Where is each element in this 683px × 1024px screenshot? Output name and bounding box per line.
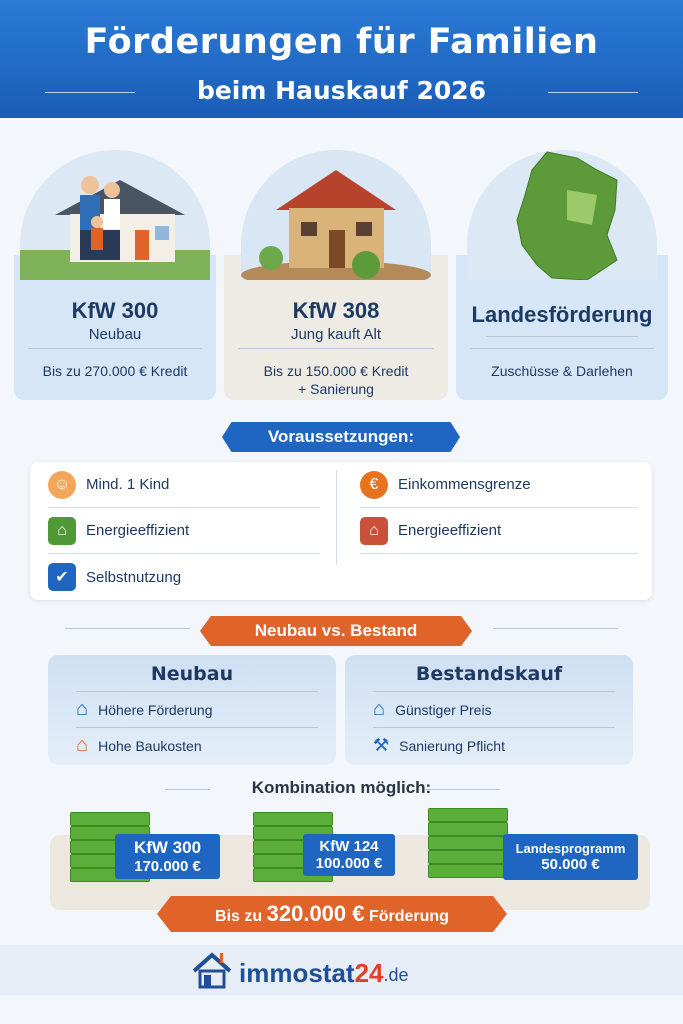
combination-item: KfW 300 170.000 €	[115, 834, 220, 879]
item-name: KfW 124	[319, 838, 379, 855]
total-amount: 320.000 €	[266, 901, 365, 926]
header: Förderungen für Familien beim Hauskauf 2…	[0, 0, 683, 118]
house-check-icon: ⌂	[360, 516, 388, 545]
requirement-label: Energieeffizient	[398, 522, 502, 539]
bestand-title: Bestandskauf	[415, 663, 563, 685]
requirement-label: Einkommensgrenze	[398, 476, 531, 493]
requirement-item: € Einkommensgrenze	[360, 462, 638, 508]
family-house-illustration	[20, 150, 210, 280]
combination-item: Landesprogramm 50.000 €	[503, 834, 638, 880]
divider	[165, 789, 210, 790]
total-prefix: Bis zu	[215, 908, 263, 925]
divider	[28, 348, 202, 349]
item-amount: 170.000 €	[134, 858, 201, 875]
comparison-banner: Neubau vs. Bestand	[200, 616, 472, 646]
house-logo-icon	[192, 952, 232, 989]
item-name: KfW 300	[133, 838, 202, 857]
neubau-title: Neubau	[150, 663, 234, 685]
program-detail: Zuschüsse & Darlehen	[491, 363, 633, 379]
program-detail-line2: + Sanierung	[298, 381, 374, 397]
program-card-kfw300: KfW 300 Neubau Bis zu 270.000 € Kredit	[14, 150, 216, 400]
bestand-item: ⌂ Günstiger Preis	[373, 691, 615, 727]
requirements-left: ☺ Mind. 1 Kind ⌂ Energieeffizient ✔ Selbstn…	[48, 462, 320, 600]
divider	[238, 348, 434, 349]
old-house-illustration	[241, 150, 431, 280]
logo[interactable]: immostat 24 .de	[190, 951, 409, 989]
requirement-label: Energieeffizient	[86, 522, 190, 539]
requirements-right: € Einkommensgrenze ⌂ Energieeffizient	[360, 462, 638, 554]
requirement-label: Mind. 1 Kind	[86, 476, 170, 493]
divider	[336, 470, 337, 565]
program-detail-line1: Bis zu 150.000 € Kredit	[263, 363, 409, 379]
program-detail: Bis zu 270.000 € Kredit	[42, 363, 188, 379]
child-icon: ☺	[48, 470, 76, 499]
footer: immostat 24 .de	[0, 945, 683, 995]
item-label: Günstiger Preis	[395, 701, 492, 718]
house-icon: ⌂	[373, 698, 386, 720]
item-label: Hohe Baukosten	[98, 737, 202, 754]
page-subtitle: beim Hauskauf 2026	[196, 76, 487, 105]
program-card-landesfoerderung: Landesförderung Zuschüsse & Darlehen	[456, 150, 668, 400]
program-subtitle: Jung kauft Alt	[290, 326, 382, 343]
requirements-banner: Voraussetzungen:	[222, 422, 460, 452]
bestand-item: ⚒ Sanierung Pflicht	[373, 727, 615, 763]
program-card-kfw308: KfW 308 Jung kauft Alt Bis zu 150.000 € …	[224, 150, 448, 400]
total-banner: Bis zu 320.000 € Förderung	[157, 896, 507, 932]
neubau-item: ⌂ Hohe Baukosten	[76, 727, 318, 763]
neubau-item: ⌂ Höhere Förderung	[76, 691, 318, 727]
euro-coin-icon: €	[360, 470, 388, 499]
divider	[470, 348, 654, 349]
item-name: Landesprogramm	[515, 841, 626, 856]
tools-icon: ⚒	[373, 735, 390, 755]
logo-text: immostat	[239, 958, 355, 988]
requirements-box: ☺ Mind. 1 Kind ⌂ Energieeffizient ✔ Selbstn…	[30, 462, 652, 600]
program-name: KfW 300	[71, 298, 159, 323]
divider	[493, 628, 618, 629]
item-amount: 100.000 €	[315, 855, 383, 872]
divider	[425, 789, 500, 790]
logo-tld: .de	[383, 965, 409, 985]
green-house-icon: ⌂	[48, 516, 76, 545]
requirement-item: ⌂ Energieeffizient	[48, 508, 320, 554]
combination-title: Kombination möglich:	[251, 778, 432, 797]
program-name: KfW 308	[292, 298, 380, 323]
requirement-item: ✔ Selbstnutzung	[48, 554, 320, 600]
logo-number: 24	[354, 958, 384, 988]
requirement-item: ☺ Mind. 1 Kind	[48, 462, 320, 508]
divider	[45, 92, 135, 93]
germany-map-illustration	[467, 150, 657, 280]
checkbox-icon: ✔	[48, 563, 76, 591]
item-label: Sanierung Pflicht	[399, 737, 505, 754]
requirement-item: ⌂ Energieeffizient	[360, 508, 638, 554]
requirement-label: Selbstnutzung	[86, 568, 182, 586]
house-icon: ⌂	[76, 734, 89, 756]
page-title: Förderungen für Familien	[84, 22, 599, 62]
divider	[548, 92, 638, 93]
house-icon: ⌂	[76, 698, 89, 720]
bestand-box: Bestandskauf ⌂ Günstiger Preis ⚒ Sanierung…	[345, 655, 633, 765]
neubau-box: Neubau ⌂ Höhere Förderung ⌂ Hohe Baukosten	[48, 655, 336, 765]
item-amount: 50.000 €	[541, 856, 600, 873]
total-suffix: Förderung	[368, 908, 449, 925]
combination-item: KfW 124 100.000 €	[303, 834, 395, 876]
program-name: Landesförderung	[471, 302, 653, 327]
program-subtitle: Neubau	[88, 326, 142, 343]
item-label: Höhere Förderung	[98, 701, 213, 718]
program-detail: Bis zu 150.000 € Kredit + Sanierung	[224, 362, 448, 398]
divider	[486, 336, 638, 337]
divider	[65, 628, 190, 629]
